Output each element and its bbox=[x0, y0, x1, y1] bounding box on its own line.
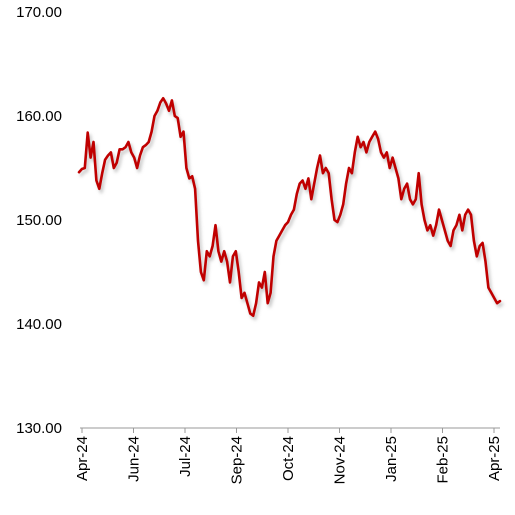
plot-area bbox=[77, 97, 504, 321]
x-tick-label: Jul-24 bbox=[177, 436, 194, 477]
y-axis: 130.00 140.00 150.00 160.00 170.00 bbox=[16, 4, 62, 437]
y-tick-label: 150.00 bbox=[16, 212, 62, 229]
x-tick-label: Oct-24 bbox=[280, 436, 297, 481]
series-line bbox=[77, 97, 502, 317]
x-tick-label: Feb-25 bbox=[435, 436, 452, 484]
y-tick-label: 130.00 bbox=[16, 420, 62, 437]
x-tick-label: Jun-24 bbox=[126, 436, 143, 482]
x-tick-label: Nov-24 bbox=[332, 436, 349, 484]
y-tick-label: 140.00 bbox=[16, 316, 62, 333]
y-tick-label: 160.00 bbox=[16, 108, 62, 125]
x-tick-label: Apr-25 bbox=[486, 436, 503, 481]
x-tick-label: Jan-25 bbox=[383, 436, 400, 482]
x-tick-label: Apr-24 bbox=[74, 436, 91, 481]
x-axis: Apr-24 Jun-24 Jul-24 Sep-24 Oct-24 Nov-24 Jan-… bbox=[74, 427, 503, 484]
y-tick-label: 170.00 bbox=[16, 4, 62, 21]
x-tick-label: Sep-24 bbox=[229, 436, 246, 484]
